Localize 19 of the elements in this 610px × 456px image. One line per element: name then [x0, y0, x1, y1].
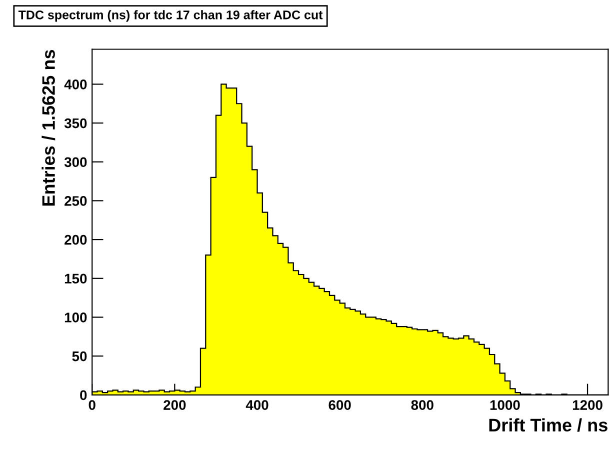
x-tick-label: 800: [411, 400, 434, 410]
x-tick-label: 400: [246, 400, 268, 410]
y-tick-label: 200: [64, 234, 87, 245]
x-tick-label: 1000: [490, 400, 520, 410]
x-tick-label: 600: [328, 400, 351, 410]
y-tick-label: 300: [64, 157, 87, 168]
y-tick-label: 250: [64, 196, 87, 206]
y-tick-label: 50: [72, 351, 87, 362]
x-tick-label: 1200: [572, 400, 602, 410]
y-tick-label: 0: [80, 390, 87, 400]
x-tick-label: 200: [164, 400, 186, 410]
y-tick-label: 350: [64, 118, 87, 128]
x-axis-title: Drift Time / ns: [489, 418, 608, 432]
y-tick-label: 150: [64, 274, 87, 284]
y-tick-label: 100: [64, 312, 87, 322]
chart-title: TDC spectrum (ns) for tdc 17 chan 19 after ADC cut: [18, 10, 323, 22]
y-tick-label: 400: [64, 80, 87, 90]
y-axis-title: Entries / 1.5625 ns: [42, 50, 56, 206]
x-tick-label: 0: [88, 400, 96, 410]
